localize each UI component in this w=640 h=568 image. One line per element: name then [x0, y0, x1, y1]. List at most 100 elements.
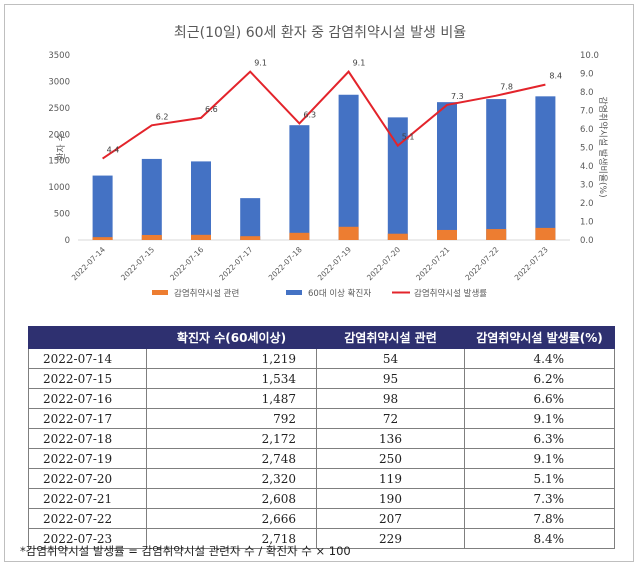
footnote: *감염취약시설 발생률 = 감염취약시설 관련자 수 / 확진자 수 × 100	[20, 544, 351, 558]
y2-tick-label: 7.0	[580, 107, 594, 117]
x-tick-label: 2022-07-22	[463, 245, 500, 282]
bar-facility-related	[535, 227, 556, 240]
table-row: 2022-07-16 1,487 98 6.6%	[28, 388, 615, 409]
bar-facility-related	[240, 236, 261, 240]
legend-label: 감염취약시설 관련	[174, 288, 239, 299]
table-cell: 6.3%	[464, 428, 615, 449]
table-header-row: 확진자 수(60세이상) 감염취약시설 관련 감염취약시설 발생률(%)	[28, 326, 615, 349]
rate-data-label: 7.8	[500, 83, 513, 92]
y2-tick-label: 1.0	[580, 218, 594, 228]
table-cell: 250	[316, 448, 465, 469]
bar-60plus-confirmed	[240, 198, 261, 240]
y2-tick-label: 2.0	[580, 199, 594, 209]
table-row: 2022-07-19 2,748 250 9.1%	[28, 448, 615, 469]
table-cell: 1,487	[146, 388, 317, 409]
rate-data-label: 7.3	[451, 92, 464, 101]
bar-60plus-confirmed	[191, 161, 211, 240]
legend-swatch	[152, 290, 168, 295]
bar-60plus-confirmed	[92, 175, 113, 240]
rate-data-label: 4.4	[107, 146, 120, 155]
y-tick-label: 2500	[48, 104, 70, 114]
table-cell: 95	[316, 368, 465, 389]
data-table-container: 확진자 수(60세이상) 감염취약시설 관련 감염취약시설 발생률(%) 2022-…	[28, 326, 615, 549]
table-cell: 2022-07-14	[28, 348, 147, 369]
table-cell: 9.1%	[464, 408, 615, 429]
table-cell: 2,718	[146, 528, 317, 549]
bar-facility-related	[289, 232, 310, 240]
y-tick-label: 1500	[48, 157, 70, 167]
y2-tick-label: 4.0	[580, 162, 594, 172]
table-cell: 1,534	[146, 368, 317, 389]
y2-tick-label: 0.0	[580, 236, 594, 246]
rate-data-label: 6.3	[303, 110, 316, 119]
chart-title: 최근(10일) 60세 환자 중 감염취약시설 발생 비율	[174, 25, 466, 41]
y2-tick-label: 10.0	[580, 51, 599, 61]
y2-tick-label: 9.0	[580, 70, 594, 80]
table-cell: 2,666	[146, 508, 317, 529]
table-cell: 2,748	[146, 448, 317, 469]
table-cell: 5.1%	[464, 468, 615, 489]
bar-60plus-confirmed	[437, 102, 457, 240]
table-cell: 2022-07-18	[28, 428, 147, 449]
y-axis-title: 환자 수	[55, 133, 67, 161]
rate-data-label: 6.2	[156, 112, 169, 121]
table-cell: 1,219	[146, 348, 317, 369]
combo-chart: 최근(10일) 60세 환자 중 감염취약시설 발생 비율 0 500 1000 150…	[48, 25, 609, 299]
table-cell: 98	[316, 388, 465, 409]
table-cell: 2022-07-19	[28, 448, 147, 469]
table-row: 2022-07-15 1,534 95 6.2%	[28, 368, 615, 389]
table-row: 2022-07-14 1,219 54 4.4%	[28, 348, 615, 369]
bar-60plus-confirmed	[535, 96, 556, 240]
bar-facility-related	[486, 229, 507, 240]
data-table: 확진자 수(60세이상) 감염취약시설 관련 감염취약시설 발생률(%) 2022-…	[28, 326, 615, 549]
bar-facility-related	[191, 234, 211, 240]
table-cell: 54	[316, 348, 465, 369]
x-tick-label: 2022-07-14	[70, 245, 107, 282]
table-row: 2022-07-18 2,172 136 6.3%	[28, 428, 615, 449]
table-cell: 2022-07-20	[28, 468, 147, 489]
rate-data-label: 5.1	[402, 133, 415, 142]
table-cell: 2,320	[146, 468, 317, 489]
y2-tick-label: 5.0	[580, 144, 594, 154]
table-cell: 4.4%	[464, 348, 615, 369]
table-cell: 7.3%	[464, 488, 615, 509]
x-tick-label: 2022-07-15	[119, 245, 156, 282]
table-cell: 229	[316, 528, 465, 549]
x-tick-label: 2022-07-19	[316, 245, 353, 282]
x-tick-label: 2022-07-17	[217, 245, 254, 282]
bar-60plus-confirmed	[338, 94, 359, 241]
bar-60plus-confirmed	[486, 99, 507, 240]
table-header-cell	[28, 326, 147, 349]
table-cell: 72	[316, 408, 465, 429]
bar-facility-related	[338, 226, 359, 240]
bar-facility-related	[92, 237, 113, 240]
table-cell: 9.1%	[464, 448, 615, 469]
table-cell: 2022-07-16	[28, 388, 147, 409]
table-cell: 6.6%	[464, 388, 615, 409]
y-tick-label: 2000	[48, 130, 70, 140]
table-cell: 8.4%	[464, 528, 615, 549]
table-row: 2022-07-23 2,718 229 8.4%	[28, 528, 615, 549]
bar-60plus-confirmed	[141, 158, 162, 240]
table-cell: 2022-07-23	[28, 528, 147, 549]
x-tick-label: 2022-07-18	[267, 245, 304, 282]
rate-data-label: 6.6	[205, 105, 218, 114]
y-tick-label: 3500	[48, 51, 70, 61]
rate-line	[102, 70, 546, 160]
y-tick-label: 0	[65, 236, 70, 246]
legend-swatch	[286, 290, 302, 295]
table-cell: 2,608	[146, 488, 317, 509]
table-header-cell: 확진자 수(60세이상)	[146, 326, 317, 349]
x-tick-label: 2022-07-16	[168, 245, 205, 282]
table-header-cell: 감염취약시설 관련	[316, 326, 465, 349]
y2-axis-title: 감염취약시설 발생비율(%)	[597, 96, 609, 197]
table-cell: 2,172	[146, 428, 317, 449]
table-cell: 2022-07-15	[28, 368, 147, 389]
table-cell: 136	[316, 428, 465, 449]
x-tick-label: 2022-07-23	[513, 245, 550, 282]
figure-frame	[4, 4, 634, 562]
rate-data-label: 9.1	[254, 59, 267, 68]
bar-facility-related	[387, 233, 408, 240]
table-row: 2022-07-17 792 72 9.1%	[28, 408, 615, 429]
table-body: 2022-07-14 1,219 54 4.4% 2022-07-15 1,534 95 6.…	[28, 348, 615, 549]
